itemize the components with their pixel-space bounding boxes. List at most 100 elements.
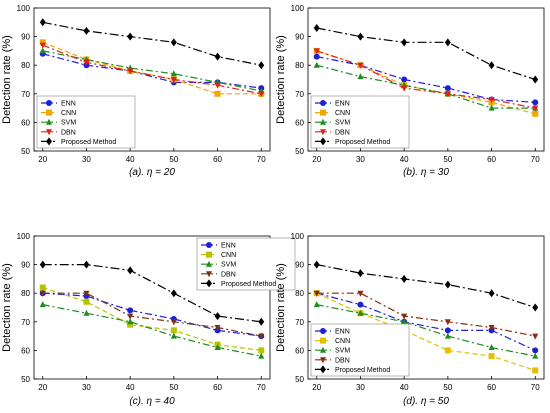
x-tick-label: 60 <box>213 383 222 392</box>
legend-marker <box>320 328 326 334</box>
data-point <box>127 321 134 328</box>
x-tick-label: 60 <box>487 383 496 392</box>
data-point <box>39 18 46 27</box>
legend-label: ENN <box>61 101 76 108</box>
legend-label: CNN <box>221 252 236 259</box>
legend-marker <box>206 271 212 278</box>
panel-caption: (d). η = 50 <box>403 396 449 407</box>
series-line <box>42 292 262 337</box>
y-tick-label: 70 <box>21 90 30 99</box>
data-point <box>39 260 46 269</box>
x-tick-label: 40 <box>400 383 409 392</box>
legend-marker <box>206 242 212 248</box>
chart-panel-1: 50 60 70 80 90 100 20 30 40 50 60 70 Detection rate … <box>1 4 271 178</box>
data-point <box>532 105 539 112</box>
data-point <box>444 91 451 98</box>
data-point <box>39 42 46 49</box>
series-proposed-method <box>39 18 265 70</box>
chart-panel-2: 50 60 70 80 90 100 20 30 40 50 60 70 Detection rate … <box>275 4 545 178</box>
y-tick-label: 100 <box>291 4 305 13</box>
data-point <box>127 313 134 320</box>
data-point <box>214 52 221 61</box>
data-point <box>83 298 90 305</box>
y-tick-label: 80 <box>21 61 30 70</box>
legend-marker <box>206 279 212 288</box>
legend-marker <box>320 100 326 106</box>
series-line <box>316 292 536 371</box>
legend: ENN CNN SVM DBN Proposed Method <box>36 95 136 149</box>
data-point <box>532 75 539 84</box>
x-tick-label: 60 <box>213 155 222 164</box>
data-point <box>83 59 90 66</box>
x-tick-label: 30 <box>82 155 91 164</box>
data-point <box>127 307 134 314</box>
series-line <box>42 50 262 92</box>
data-point <box>357 301 364 308</box>
series-cnn <box>39 39 265 97</box>
data-point <box>357 73 364 80</box>
x-tick-label: 50 <box>169 383 178 392</box>
legend: ENN CNN SVM DBN Proposed Method <box>310 95 410 149</box>
x-tick-label: 60 <box>487 155 496 164</box>
series-line <box>316 292 536 337</box>
data-point <box>170 319 177 326</box>
legend-label: CNN <box>335 110 350 117</box>
panel-caption: (a). η = 20 <box>129 167 175 178</box>
y-axis-label: Detection rate (%) <box>1 263 13 352</box>
data-point <box>488 104 495 111</box>
legend: ENN CNN SVM DBN Proposed Method <box>196 237 296 291</box>
legend-marker <box>206 251 212 258</box>
data-point <box>488 97 495 104</box>
data-point <box>532 110 539 117</box>
series-line <box>316 264 536 309</box>
legend-label: Proposed Method <box>221 281 276 288</box>
y-tick-label: 70 <box>295 318 304 327</box>
data-point <box>401 318 408 325</box>
y-tick-label: 80 <box>21 289 30 298</box>
data-point <box>401 76 408 83</box>
x-tick-label: 70 <box>257 155 266 164</box>
data-point <box>170 38 177 47</box>
series-line <box>42 21 262 66</box>
y-tick-label: 70 <box>21 318 30 327</box>
legend-label: CNN <box>61 110 76 117</box>
data-point <box>313 48 320 55</box>
y-tick-label: 100 <box>291 232 305 241</box>
x-tick-label: 30 <box>356 383 365 392</box>
x-tick-label: 70 <box>531 155 540 164</box>
legend-marker <box>46 129 52 136</box>
data-point <box>127 32 134 41</box>
legend-marker <box>320 137 326 146</box>
x-tick-label: 20 <box>312 155 321 164</box>
y-tick-label: 60 <box>295 346 304 355</box>
y-tick-label: 50 <box>21 375 30 384</box>
y-tick-label: 90 <box>295 33 304 42</box>
y-axis-label: Detection rate (%) <box>275 263 287 352</box>
data-point <box>313 24 320 33</box>
data-point <box>127 68 134 75</box>
data-point <box>313 61 320 68</box>
legend-label: DBN <box>335 357 350 364</box>
y-axis-label: Detection rate (%) <box>1 35 13 124</box>
data-point <box>214 325 221 332</box>
legend-marker <box>320 129 326 136</box>
data-point <box>532 367 539 374</box>
data-point <box>313 53 320 60</box>
y-tick-label: 90 <box>21 33 30 42</box>
x-tick-label: 40 <box>400 155 409 164</box>
data-point <box>488 289 495 298</box>
legend-label: ENN <box>221 243 236 250</box>
chart-panel-4: 50 60 70 80 90 100 20 30 40 50 60 70 Detection rate … <box>275 232 545 407</box>
data-point <box>357 269 364 278</box>
series-line <box>42 44 262 95</box>
series-line <box>316 27 536 81</box>
data-point <box>170 70 177 77</box>
data-point <box>357 309 364 316</box>
data-point <box>170 332 177 339</box>
series-dbn <box>39 290 265 340</box>
data-point <box>127 266 134 275</box>
series-dbn <box>313 48 539 112</box>
data-point <box>170 327 177 334</box>
data-point <box>357 32 364 41</box>
legend-box <box>36 95 136 149</box>
